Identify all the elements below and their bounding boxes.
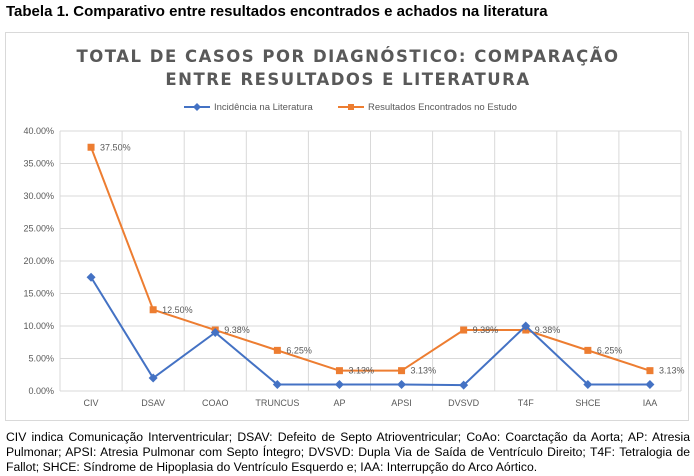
point-0-9 xyxy=(645,380,655,389)
point-0-7 xyxy=(521,321,531,331)
point-0-1 xyxy=(148,373,158,383)
point-1-3 xyxy=(273,346,281,354)
point-0-0 xyxy=(86,272,96,282)
data-label-1-3: 6.25% xyxy=(286,345,312,355)
table-title: Tabela 1. Comparativo entre resultados e… xyxy=(6,3,548,20)
data-label-1-5: 3.13% xyxy=(411,366,437,376)
y-tick-label-3: 15.00% xyxy=(23,289,54,299)
legend-label-1: Resultados Encontrados no Estudo xyxy=(368,102,517,113)
series-1: 37.50% 12.50% 9.38% 6.25% 3.13% 3.13% 9.38% 9.3… xyxy=(87,142,685,376)
point-0-3 xyxy=(272,380,282,389)
legend-marker-1 xyxy=(348,104,354,110)
chart-grid xyxy=(59,130,682,392)
legend-marker-0 xyxy=(193,103,201,111)
data-label-1-4: 3.13% xyxy=(348,366,374,376)
y-tick-label-8: 40.00% xyxy=(23,126,54,136)
y-tick-label-0: 0.00% xyxy=(28,386,54,396)
axis-labels: 0.00% 5.00% 10.00% 15.00% 20.00% 25.00% 30.00%… xyxy=(23,126,657,408)
x-tick-label-5: APSI xyxy=(391,398,412,408)
x-tick-label-6: DVSVD xyxy=(448,398,480,408)
point-0-4 xyxy=(334,380,344,389)
x-tick-label-3: TRUNCUS xyxy=(255,398,299,408)
point-1-9 xyxy=(646,367,654,375)
point-0-6 xyxy=(459,380,469,390)
chart-legend: Incidência na Literatura Resultados Encon… xyxy=(184,102,517,113)
series-line-0 xyxy=(90,276,650,387)
y-tick-label-2: 10.00% xyxy=(23,321,54,331)
point-0-8 xyxy=(583,380,593,389)
chart-title-line-1: TOTAL DE CASOS POR DIAGNÓSTICO: COMPARAÇ… xyxy=(76,47,619,66)
y-tick-label-1: 5.00% xyxy=(28,354,54,364)
figure-caption: CIV indica Comunicação Interventricular;… xyxy=(6,430,690,474)
y-tick-label-7: 35.00% xyxy=(23,159,54,169)
data-label-1-9: 3.13% xyxy=(659,366,685,376)
point-1-5 xyxy=(398,367,406,375)
line-chart: TOTAL DE CASOS POR DIAGNÓSTICO: COMPARAÇ… xyxy=(23,47,685,408)
point-1-8 xyxy=(584,346,592,354)
point-0-2 xyxy=(210,328,220,337)
chart-frame: TOTAL DE CASOS POR DIAGNÓSTICO: COMPARAÇ… xyxy=(5,32,689,421)
chart-title-line-2: ENTRE RESULTADOS E LITERATURA xyxy=(165,70,530,89)
data-label-1-0: 37.50% xyxy=(100,142,131,152)
y-tick-label-5: 25.00% xyxy=(23,224,54,234)
point-1-4 xyxy=(335,367,343,375)
point-1-1 xyxy=(149,306,157,314)
point-0-5 xyxy=(397,380,407,389)
series-0 xyxy=(86,272,655,390)
data-label-1-7: 9.38% xyxy=(535,325,561,335)
x-tick-label-4: AP xyxy=(333,398,345,408)
x-tick-label-9: IAA xyxy=(643,398,658,408)
data-label-1-2: 9.38% xyxy=(224,325,250,335)
series-layer: 37.50% 12.50% 9.38% 6.25% 3.13% 3.13% 9.38% 9.3… xyxy=(86,142,685,390)
y-tick-label-6: 30.00% xyxy=(23,191,54,201)
x-tick-label-2: COAO xyxy=(202,398,229,408)
x-tick-label-1: DSAV xyxy=(141,398,165,408)
x-tick-label-0: CIV xyxy=(84,398,99,408)
point-1-6 xyxy=(460,326,468,334)
x-tick-label-8: SHCE xyxy=(575,398,600,408)
series-line-1 xyxy=(90,146,651,372)
data-label-1-8: 6.25% xyxy=(597,345,623,355)
point-1-0 xyxy=(87,143,95,151)
y-tick-label-4: 20.00% xyxy=(23,256,54,266)
legend-label-0: Incidência na Literatura xyxy=(214,102,313,113)
x-tick-label-7: T4F xyxy=(518,398,535,408)
data-label-1-1: 12.50% xyxy=(162,305,193,315)
data-label-1-6: 9.38% xyxy=(473,325,499,335)
